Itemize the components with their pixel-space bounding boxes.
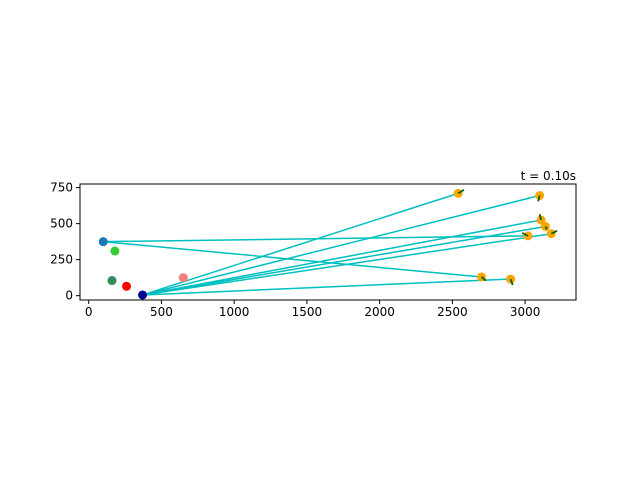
y-tick-label: 0 [65,289,73,303]
connection-line [142,194,540,296]
y-axis-ticks: 0 250 500 750 [50,181,80,303]
point-pink [178,273,188,283]
connection-line [142,219,542,296]
x-tick-label: 2000 [364,305,395,319]
y-tick-label: 500 [50,217,73,231]
direction-arrow [480,276,487,282]
x-tick-label: 2500 [437,305,468,319]
x-tick-label: 1500 [292,305,323,319]
connection-lines [103,192,552,296]
x-tick-label: 0 [85,305,93,319]
hub-navy [138,290,148,300]
x-tick-label: 500 [150,305,173,319]
time-annotation: t = 0.10s [521,169,576,183]
target-point [506,274,516,284]
direction-arrow [521,232,529,237]
direction-arrows [457,188,558,286]
scatter-points [98,188,556,300]
direction-arrow [509,278,514,286]
point-seagreen [107,276,117,286]
connection-line [142,192,459,296]
connection-line [142,278,511,296]
x-tick-label: 1000 [219,305,250,319]
hub-blue [98,237,108,247]
y-tick-label: 250 [50,253,73,267]
connection-line [103,235,529,243]
direction-arrow [550,230,558,235]
point-red [122,281,132,291]
x-tick-label: 3000 [510,305,541,319]
connection-line [142,225,546,296]
direction-arrow [544,226,548,230]
direction-arrow [457,188,465,195]
point-green [110,246,120,256]
connection-line [103,240,482,278]
plot-frame [79,183,577,301]
direction-arrow [537,195,541,202]
y-tick-label: 750 [50,181,73,195]
direction-arrow [538,214,542,221]
x-axis-ticks: 0 500 1000 1500 2000 2500 3000 [85,300,540,319]
